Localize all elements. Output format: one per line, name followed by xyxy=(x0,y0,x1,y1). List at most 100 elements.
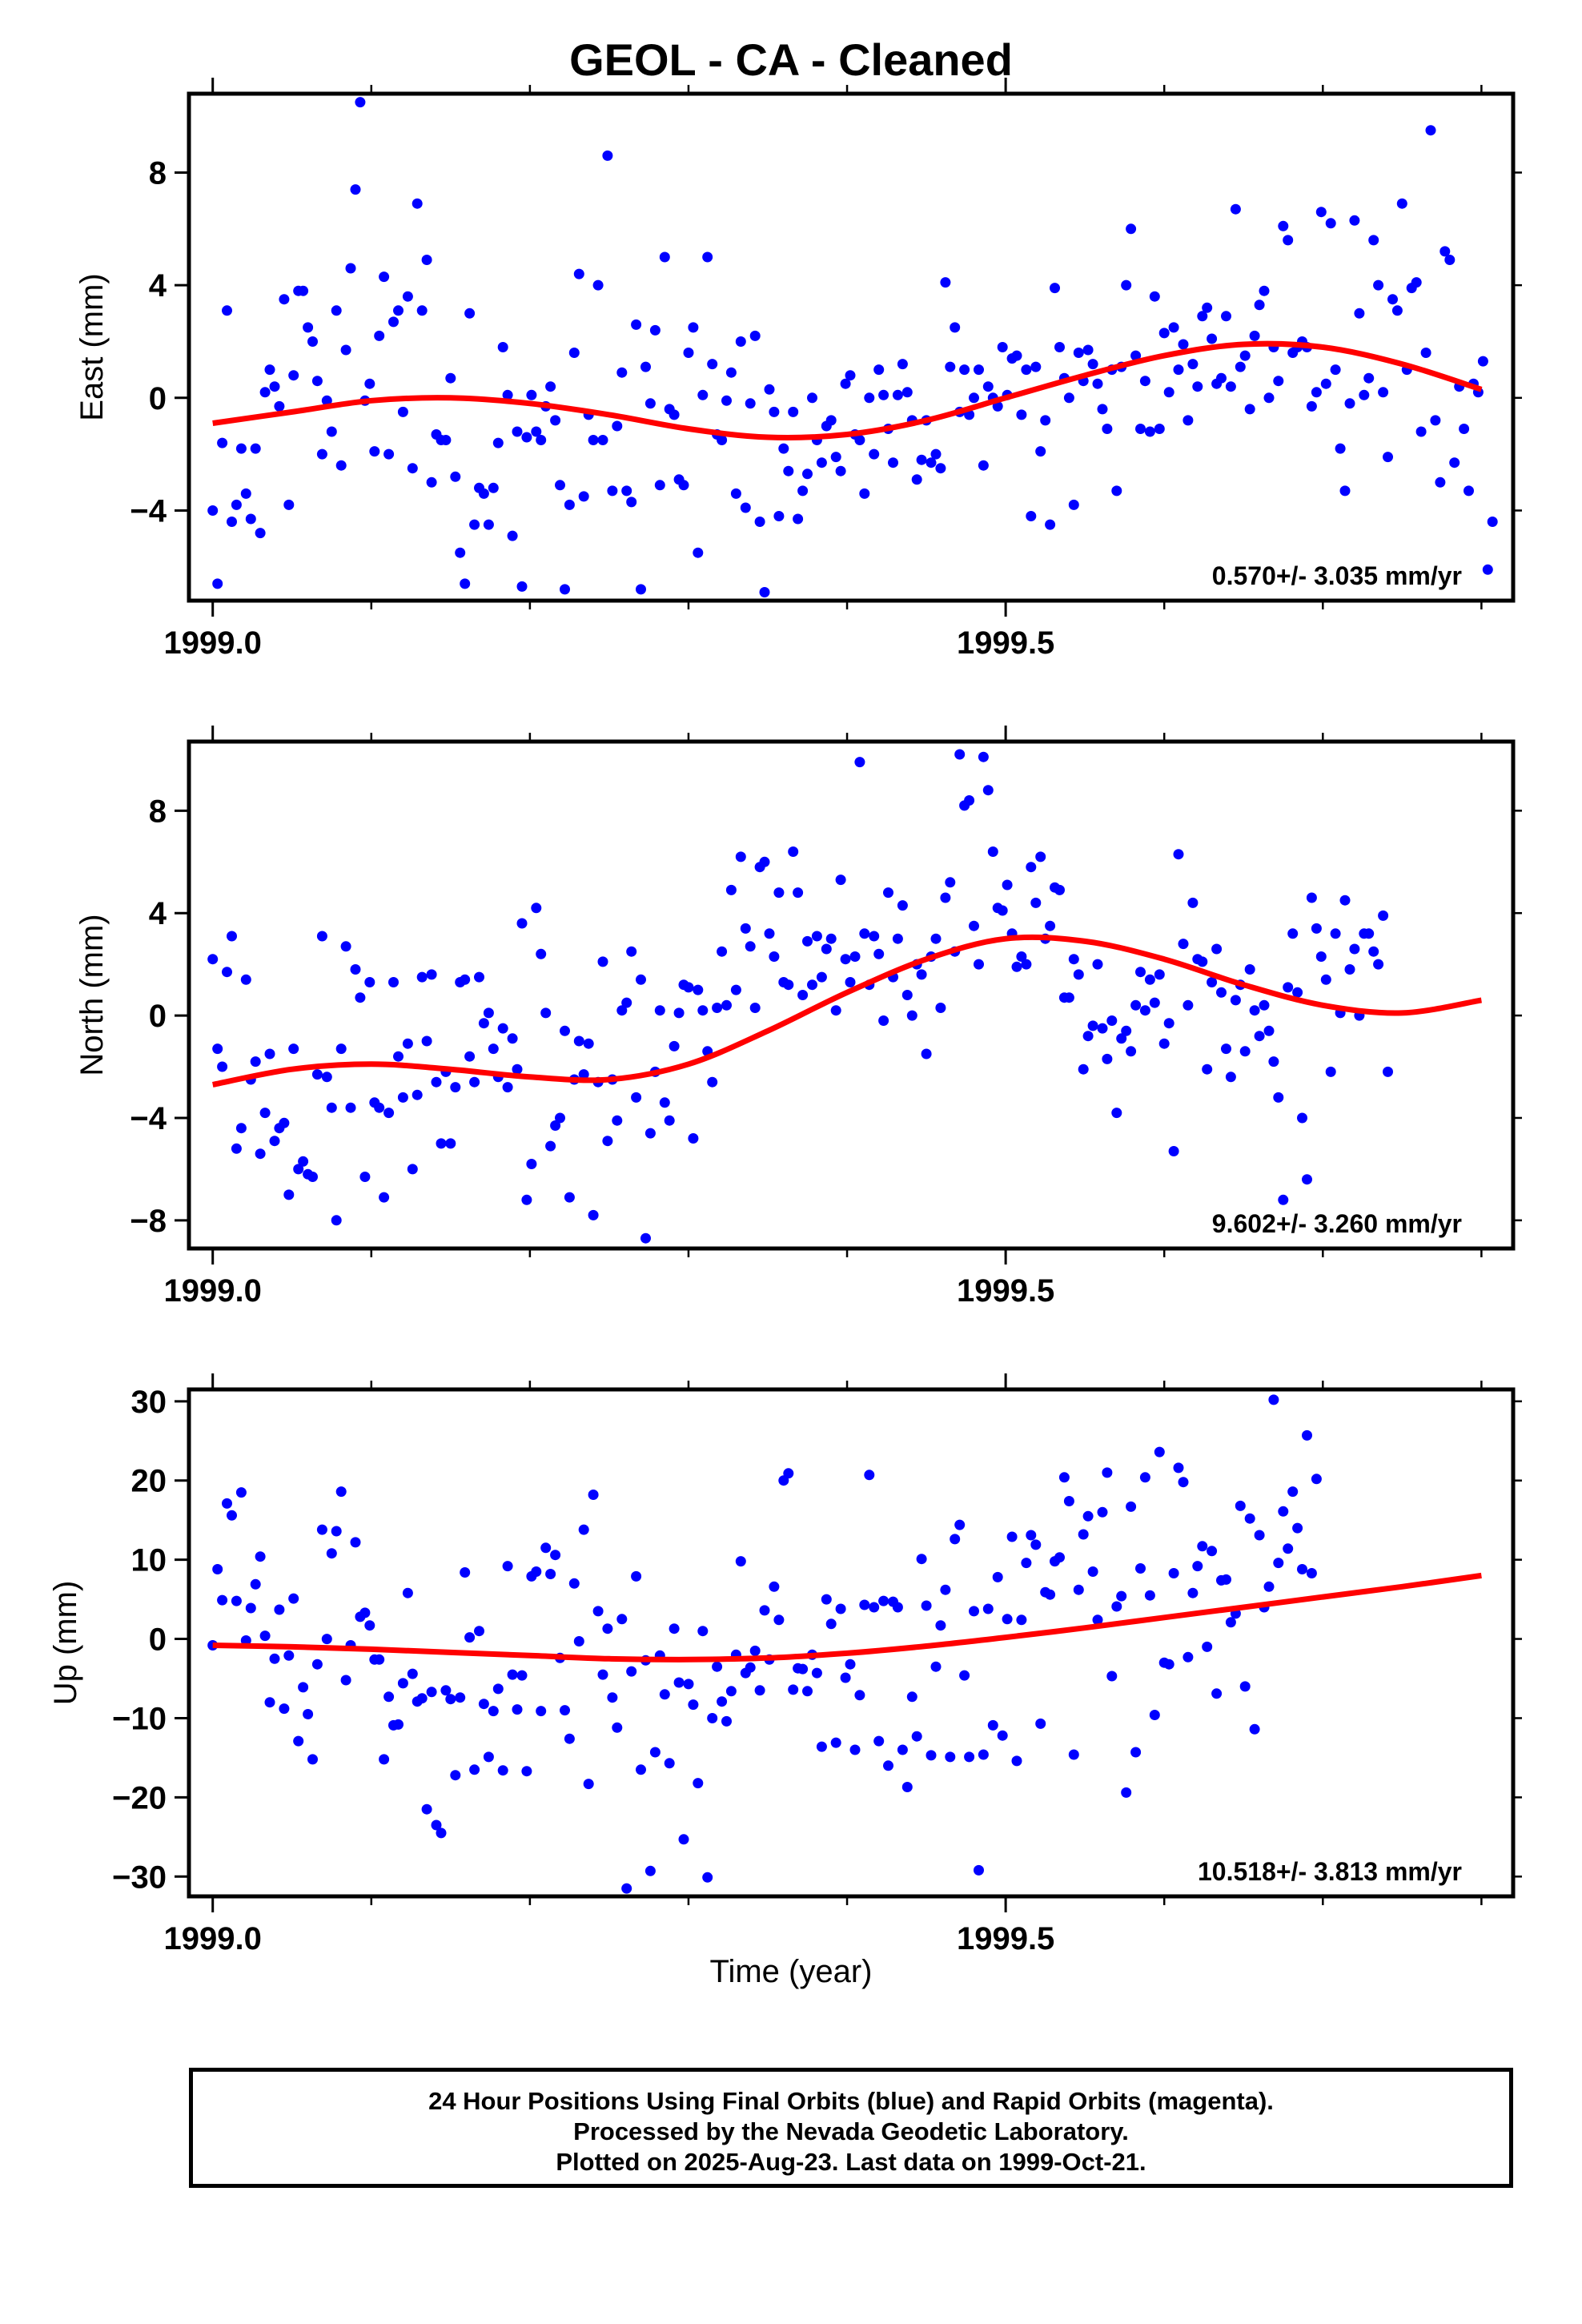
up-data-point xyxy=(873,1735,885,1747)
east-data-point xyxy=(1363,372,1375,384)
up-data-point xyxy=(293,1735,304,1747)
up-data-point xyxy=(644,1865,656,1876)
up-data-point xyxy=(1439,0,1450,6)
north-data-point xyxy=(1363,928,1375,939)
north-data-point xyxy=(231,1143,242,1154)
up-data-point xyxy=(588,1490,599,1500)
up-data-point xyxy=(316,1524,327,1535)
up-data-point xyxy=(869,1602,880,1613)
up-data-point xyxy=(1035,1718,1046,1729)
east-data-point xyxy=(1368,235,1379,246)
east-data-point xyxy=(1396,198,1407,209)
east-data-point xyxy=(916,454,927,465)
north-data-point xyxy=(1311,923,1322,934)
east-data-point xyxy=(1411,277,1422,288)
east-data-point xyxy=(321,395,332,406)
up-data-point xyxy=(712,1661,723,1672)
east-data-point xyxy=(897,359,908,370)
north-data-point xyxy=(1207,977,1218,987)
east-data-point xyxy=(1216,372,1227,384)
north-data-point xyxy=(1378,910,1389,921)
north-data-point xyxy=(364,977,375,987)
north-data-point xyxy=(769,951,780,962)
north-data-point xyxy=(1016,951,1027,962)
up-data-point xyxy=(1082,1510,1094,1522)
north-data-point xyxy=(1488,0,1498,6)
up-data-point xyxy=(283,1650,295,1661)
up-y-tick-label: 20 xyxy=(131,1464,167,1499)
up-data-point xyxy=(1435,0,1445,6)
up-data-point xyxy=(1407,0,1417,6)
up-data-point xyxy=(350,1537,361,1548)
north-data-point xyxy=(250,1056,261,1068)
north-data-point xyxy=(1135,967,1146,978)
east-data-point xyxy=(1068,499,1079,510)
north-y-tick-label: 8 xyxy=(149,794,167,829)
north-data-point xyxy=(421,1035,432,1047)
north-data-point xyxy=(1273,1092,1284,1103)
east-data-point xyxy=(464,308,476,319)
north-data-point xyxy=(1407,0,1417,6)
north-data-point xyxy=(1149,997,1160,1008)
up-data-point xyxy=(1002,1614,1013,1625)
north-y-tick-label: −4 xyxy=(130,1101,167,1136)
north-data-point xyxy=(340,941,351,952)
east-data-point xyxy=(1425,125,1436,136)
east-data-point xyxy=(379,271,390,283)
up-panel: 1999.0 1999.5 −30 −20 −10 0 10 20 30 Up (mm) 10.51… xyxy=(48,0,1522,1956)
north-data-point xyxy=(1383,1066,1393,1077)
east-y-tick-label: 0 xyxy=(149,381,167,416)
up-data-point xyxy=(773,1614,785,1626)
up-data-point xyxy=(383,1691,395,1703)
east-data-point xyxy=(688,322,699,333)
up-data-point xyxy=(1392,0,1403,6)
east-data-point xyxy=(1163,387,1174,398)
north-data-point xyxy=(1330,928,1341,939)
up-data-point xyxy=(1225,1617,1236,1628)
up-data-point xyxy=(636,1764,646,1775)
up-data-point xyxy=(1144,1590,1155,1601)
north-data-point xyxy=(1187,897,1199,908)
east-data-point xyxy=(227,517,237,527)
north-y-tick-label: 0 xyxy=(149,999,167,1034)
north-data-point xyxy=(335,1043,347,1055)
up-data-point xyxy=(1254,1530,1265,1541)
north-data-point xyxy=(1397,0,1407,6)
up-y-axis-label: Up (mm) xyxy=(48,1581,83,1706)
north-data-point xyxy=(987,846,998,857)
north-data-point xyxy=(1454,0,1464,6)
up-data-point xyxy=(1182,1651,1194,1663)
up-data-point xyxy=(274,1604,285,1615)
north-data-point xyxy=(507,1033,518,1044)
north-data-point xyxy=(930,933,942,944)
north-data-point xyxy=(664,1115,675,1126)
east-data-point xyxy=(873,364,885,376)
up-data-point xyxy=(754,1685,765,1696)
up-data-point xyxy=(1063,1496,1074,1506)
east-data-point xyxy=(1063,392,1074,404)
north-data-point xyxy=(869,931,880,942)
up-data-point xyxy=(978,1749,989,1760)
north-data-point xyxy=(1221,1043,1231,1055)
up-data-point xyxy=(1221,1574,1231,1585)
north-data-point xyxy=(255,1148,266,1160)
up-data-point xyxy=(564,1733,575,1744)
east-data-point xyxy=(1035,446,1046,457)
east-data-point xyxy=(1225,381,1236,392)
north-data-point xyxy=(1430,0,1440,6)
up-data-point xyxy=(954,1519,966,1530)
up-data-point xyxy=(1449,0,1460,6)
up-data-point xyxy=(749,1645,761,1656)
up-data-point xyxy=(745,1662,756,1673)
north-data-point xyxy=(1182,999,1194,1011)
north-x-tick-label: 1999.0 xyxy=(164,1273,262,1309)
east-data-point xyxy=(460,578,471,589)
up-data-point xyxy=(678,1834,689,1845)
north-data-point xyxy=(730,984,741,995)
north-data-point xyxy=(450,1082,461,1093)
up-data-point xyxy=(1363,0,1374,6)
east-rate-label: 0.570+/- 3.035 mm/yr xyxy=(1212,561,1462,590)
up-data-point xyxy=(407,1668,418,1679)
east-data-point xyxy=(649,324,661,336)
north-data-point xyxy=(1416,0,1427,6)
